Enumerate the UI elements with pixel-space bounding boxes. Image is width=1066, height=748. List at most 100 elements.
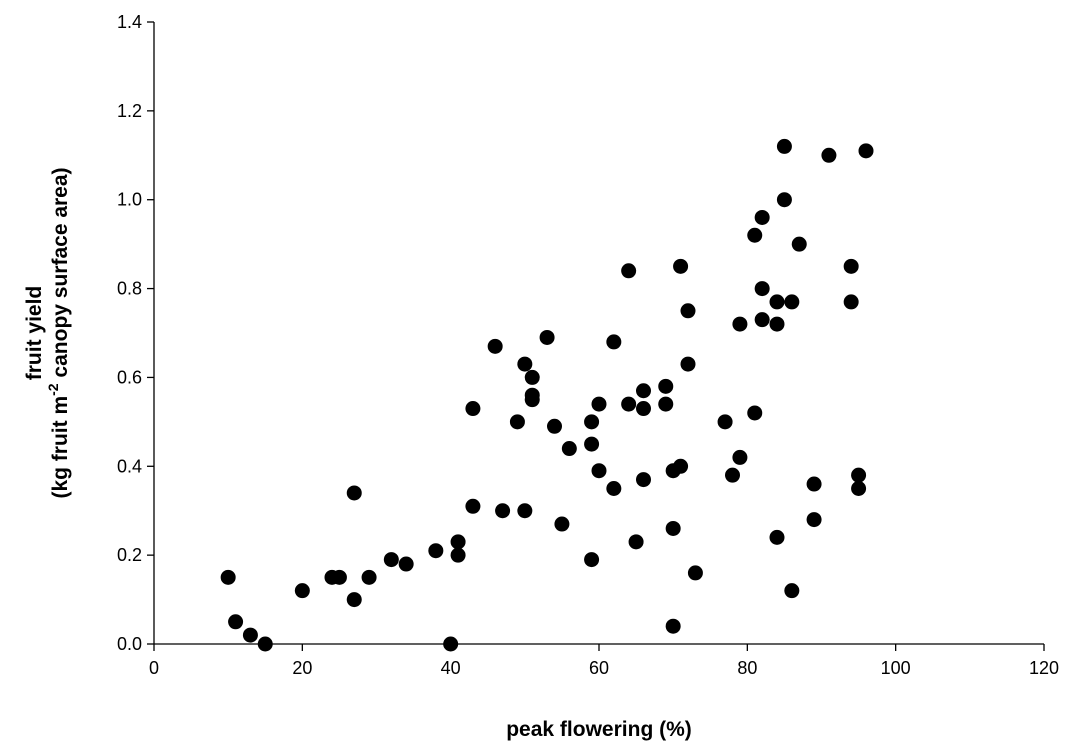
data-point [769, 529, 785, 545]
data-point [554, 516, 570, 532]
data-point [784, 583, 800, 599]
data-point [732, 449, 748, 465]
data-point [517, 503, 533, 519]
data-point [791, 236, 807, 252]
x-tick-label: 0 [149, 658, 159, 678]
y-axis-title-line2-sup: -2 [45, 383, 61, 396]
data-point [509, 414, 525, 430]
data-point [658, 396, 674, 412]
data-point [606, 481, 622, 496]
y-tick-label: 1.0 [117, 190, 142, 210]
data-point [361, 569, 377, 585]
data-point [725, 467, 740, 483]
data-point [747, 405, 763, 421]
y-axis-title-line2-post: canopy surface area) [49, 167, 72, 383]
data-point [754, 312, 770, 328]
data-point [331, 569, 347, 585]
data-point [843, 294, 859, 310]
x-tick-label: 40 [441, 658, 461, 678]
y-tick-label: 0.0 [117, 634, 142, 654]
data-point [806, 476, 822, 492]
data-point [673, 258, 689, 274]
data-point [524, 392, 540, 408]
data-point [450, 534, 466, 550]
data-point [680, 303, 696, 319]
data-point [732, 316, 748, 332]
data-point [465, 401, 481, 417]
data-point [747, 227, 763, 243]
data-point [769, 294, 785, 310]
data-point [776, 192, 792, 208]
data-point [680, 356, 696, 372]
x-axis-title: peak flowering (%) [506, 718, 692, 741]
data-point [717, 414, 733, 430]
data-point [242, 627, 258, 643]
x-tick-label: 20 [292, 658, 312, 678]
x-axis: 0 20 40 60 80 100 120 [149, 643, 1059, 678]
data-point [665, 618, 681, 634]
data-point [621, 263, 637, 279]
data-point [346, 485, 362, 501]
data-point [636, 383, 651, 399]
data-point [228, 614, 244, 630]
x-tick-label: 60 [589, 658, 609, 678]
data-point [673, 458, 689, 474]
data-point [606, 334, 622, 350]
data-point [636, 401, 651, 417]
data-point [776, 138, 792, 154]
data-point [220, 569, 236, 585]
data-point [621, 396, 637, 412]
data-point [584, 552, 600, 568]
y-tick-label: 1.2 [117, 101, 142, 121]
data-point [591, 463, 607, 479]
data-point [257, 636, 273, 652]
data-point [754, 209, 770, 225]
data-point [658, 378, 674, 394]
data-point [346, 592, 362, 608]
data-point [428, 543, 444, 559]
data-points [220, 138, 874, 652]
x-tick-label: 80 [737, 658, 757, 678]
data-point [495, 503, 511, 519]
data-point [584, 436, 600, 452]
data-point [591, 396, 607, 412]
data-point [754, 281, 770, 297]
y-axis-title: fruit yield (kg fruit m-2 canopy surface… [23, 167, 72, 498]
data-point [851, 481, 867, 496]
data-point [769, 316, 785, 332]
data-point [547, 418, 562, 434]
data-point [539, 329, 555, 345]
y-tick-label: 0.2 [117, 545, 142, 565]
y-tick-label: 0.8 [117, 279, 142, 299]
y-tick-label: 0.6 [117, 367, 142, 387]
data-point [806, 512, 822, 528]
x-tick-label: 100 [881, 658, 911, 678]
data-point [294, 583, 310, 599]
data-point [851, 467, 867, 483]
data-point [465, 498, 481, 514]
data-point [843, 258, 859, 274]
y-axis-title-line1: fruit yield [23, 286, 46, 381]
data-point [858, 143, 874, 159]
data-point [821, 147, 837, 163]
data-point [487, 338, 503, 354]
data-point [687, 565, 703, 581]
y-tick-label: 0.4 [117, 456, 142, 476]
y-tick-label: 1.4 [117, 12, 142, 32]
data-point [628, 534, 644, 550]
data-point [584, 414, 600, 430]
data-point [398, 556, 414, 572]
data-point [443, 636, 459, 652]
data-point [383, 552, 399, 568]
data-point [636, 472, 651, 488]
data-point [524, 369, 540, 385]
y-axis-title-line2: (kg fruit m-2 canopy surface area) [45, 167, 72, 498]
data-point [561, 441, 577, 457]
y-axis: 0.0 0.2 0.4 0.6 0.8 1.0 1.2 1.4 [117, 12, 155, 654]
data-point [450, 547, 466, 563]
y-axis-title-line2-pre: (kg fruit m [49, 396, 72, 499]
data-point [517, 356, 533, 372]
data-point [665, 520, 681, 536]
x-tick-label: 120 [1029, 658, 1059, 678]
